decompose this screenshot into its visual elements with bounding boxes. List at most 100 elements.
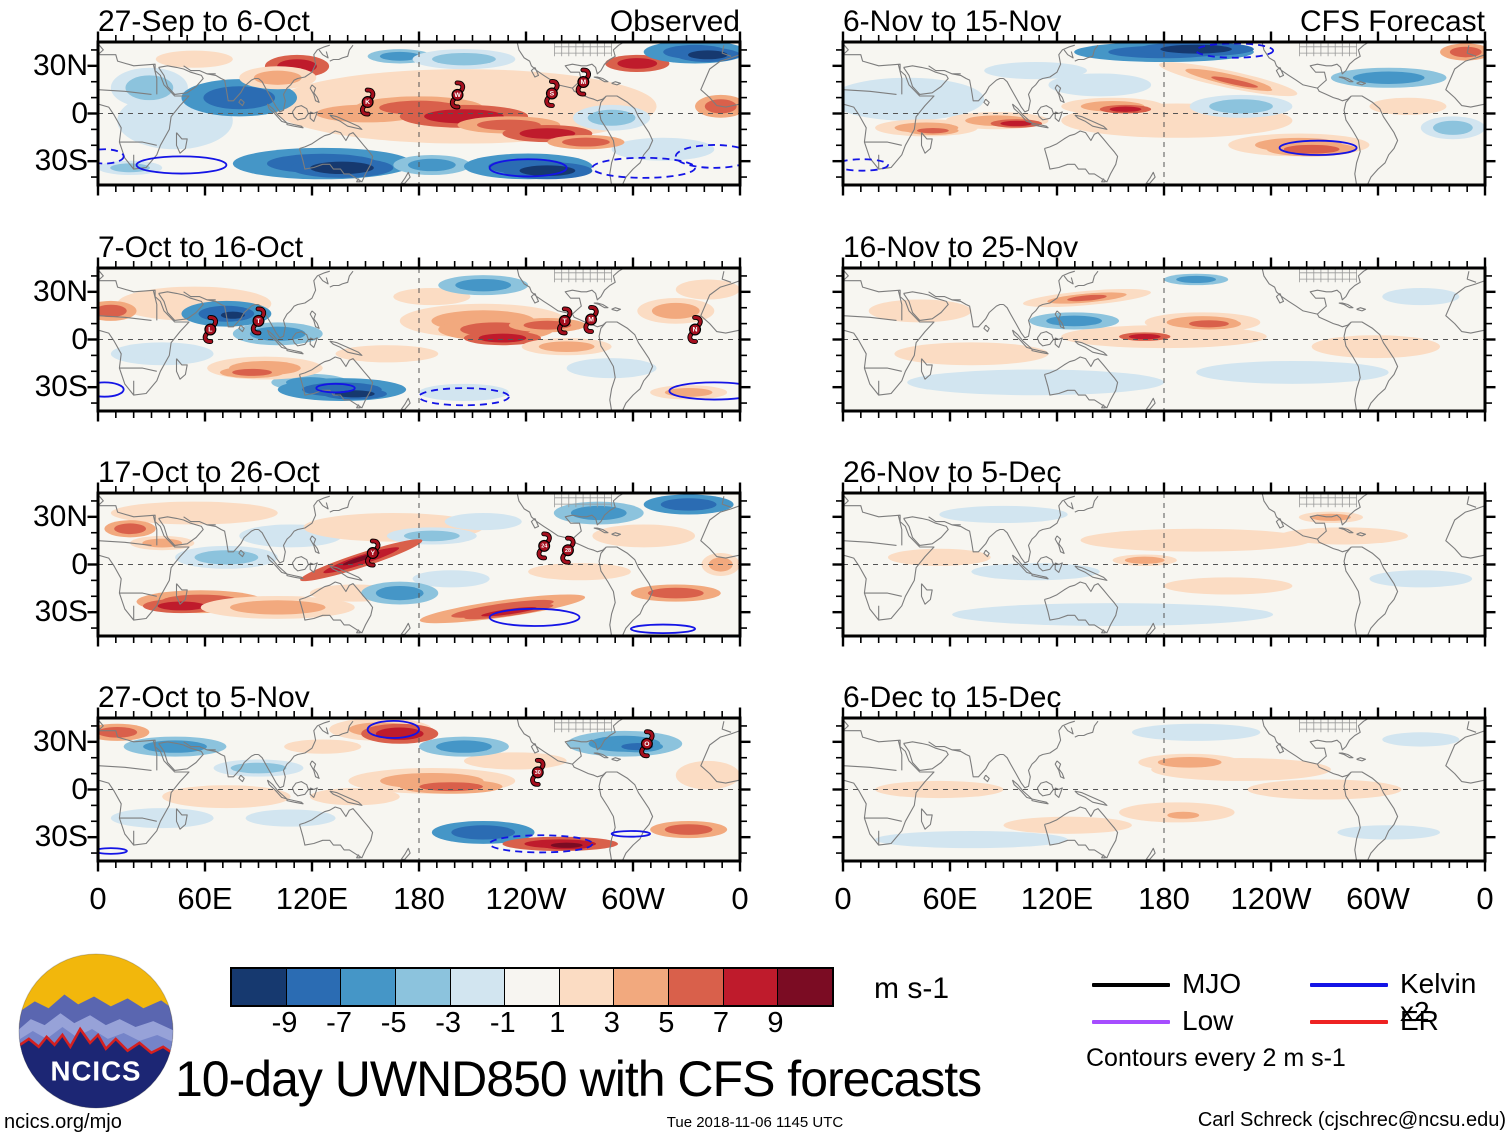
footer-url: ncics.org/mjo xyxy=(4,1111,122,1133)
panel-frame xyxy=(841,491,1487,638)
anomaly-core xyxy=(1160,44,1232,54)
anomaly-core xyxy=(1356,827,1421,837)
anomaly-core xyxy=(519,165,576,177)
y-axis-label: 30N xyxy=(32,724,88,758)
kelvin-contour xyxy=(98,148,125,165)
panel-title: 27-Oct to 5-Nov xyxy=(98,681,310,714)
anomaly-core xyxy=(1396,291,1445,302)
legend-label: Low xyxy=(1182,1005,1234,1036)
page-title: 10-day UWND850 with CFS forecasts xyxy=(175,1051,982,1107)
logo-mountain-front xyxy=(18,1029,174,1109)
anomaly-core xyxy=(110,163,151,173)
storm-label: 30 xyxy=(535,770,541,776)
map-panel-right-2 xyxy=(832,482,1496,647)
colorbar-cell xyxy=(450,969,506,1005)
anomaly-core xyxy=(1027,819,1108,831)
anomaly-core xyxy=(1449,46,1482,58)
y-axis-label: 0 xyxy=(71,96,88,130)
anomaly-core xyxy=(375,727,424,740)
footer-timestamp: Tue 2018-11-06 1145 UTC xyxy=(666,1114,844,1131)
map-svg: 30 O xyxy=(87,707,751,872)
anomaly-core xyxy=(1176,275,1217,283)
storm-label: T xyxy=(256,318,261,325)
anomaly-core xyxy=(114,523,147,535)
anomaly-core xyxy=(1432,120,1473,135)
legend-label: ER xyxy=(1400,1005,1439,1036)
colorbar-cell xyxy=(232,969,287,1005)
anomaly-core xyxy=(483,755,548,767)
anomaly-core xyxy=(687,283,728,296)
storm-label: L xyxy=(208,327,212,334)
state-borders xyxy=(1299,268,1357,283)
anomaly-core xyxy=(186,789,267,804)
x-axis-label: 60W xyxy=(601,881,665,916)
panels-region: K W S M 27-Sep to 6-Oct Observed 30N 0 30S L T T M N 7… xyxy=(32,5,1496,916)
anomaly-core xyxy=(142,538,183,548)
panel-title: 7-Oct to 16-Oct xyxy=(98,231,304,264)
y-axis-label: 0 xyxy=(71,547,88,581)
kelvin-contour xyxy=(488,607,581,627)
anomaly-core xyxy=(419,782,483,792)
kelvin-contour xyxy=(315,382,356,394)
panel-frame xyxy=(841,266,1487,413)
storm-label: S xyxy=(550,91,555,98)
colorbar-tick-label: 5 xyxy=(658,1007,675,1039)
anomaly-core xyxy=(562,137,610,147)
storm-icon: L xyxy=(202,315,218,344)
legend-line-er xyxy=(1310,1020,1388,1024)
anomaly-core xyxy=(617,58,658,69)
storm-label: 28 xyxy=(565,548,571,554)
y-axis-label: 30N xyxy=(32,499,88,533)
colorbar-units: m s-1 xyxy=(874,972,949,1005)
x-axis-label: 120E xyxy=(1020,881,1094,916)
x-axis-label: 120E xyxy=(275,881,349,916)
anomaly-core xyxy=(1396,735,1445,744)
colorbar-cell xyxy=(614,969,670,1005)
panel-frame xyxy=(96,491,742,638)
anomaly-core xyxy=(651,302,700,319)
anomaly-core xyxy=(170,53,219,65)
colorbar-cell xyxy=(395,969,451,1005)
storm-label: K xyxy=(365,99,370,106)
anomaly-core xyxy=(451,825,516,840)
panel-frame xyxy=(96,716,742,863)
anomaly-core xyxy=(407,291,456,302)
panel-title: 27-Sep to 6-Oct xyxy=(98,5,310,38)
anomaly-core xyxy=(1167,811,1200,819)
anomaly-core xyxy=(1046,315,1102,327)
kelvin-contour xyxy=(488,158,568,178)
anomaly-core xyxy=(995,566,1076,577)
state-borders xyxy=(1299,718,1357,733)
anomaly-core xyxy=(1157,757,1222,768)
colorbar-cell xyxy=(559,969,615,1005)
panel-title: 6-Dec to 15-Dec xyxy=(843,681,1062,714)
colorbar-cell xyxy=(505,969,560,1005)
anomaly-core xyxy=(1067,77,1132,92)
anomaly-core xyxy=(355,348,419,360)
anomaly-core xyxy=(687,50,728,60)
anomaly-core xyxy=(1124,556,1165,564)
kelvin-contour xyxy=(629,623,696,635)
state-borders xyxy=(554,42,612,57)
panel-title: 16-Nov to 25-Nov xyxy=(843,231,1079,264)
x-axis-label: 60W xyxy=(1346,881,1410,916)
x-axis-label: 180 xyxy=(1138,881,1190,916)
legend-line-low xyxy=(1092,1020,1170,1024)
state-borders xyxy=(554,268,612,283)
anomaly-core xyxy=(1384,101,1432,112)
logo-art: NCICS xyxy=(18,953,174,1109)
anomaly-core xyxy=(664,824,713,835)
colorbar-tick-label: 3 xyxy=(603,1007,620,1039)
panel-corner-label: Observed xyxy=(609,5,740,38)
map-panel-left-3: 30 O xyxy=(87,707,751,872)
coastlines xyxy=(843,718,1485,861)
anomaly-core xyxy=(1283,144,1340,154)
anomaly-core xyxy=(550,842,583,848)
anomaly-core xyxy=(907,552,972,563)
anomaly-core xyxy=(427,573,475,585)
kelvin-contour xyxy=(674,144,740,169)
colorbar-tick-label: -5 xyxy=(380,1007,407,1039)
anomaly-core xyxy=(98,304,127,318)
panel-frame xyxy=(841,716,1487,863)
map-panel-left-1: L T T M N xyxy=(87,257,751,422)
